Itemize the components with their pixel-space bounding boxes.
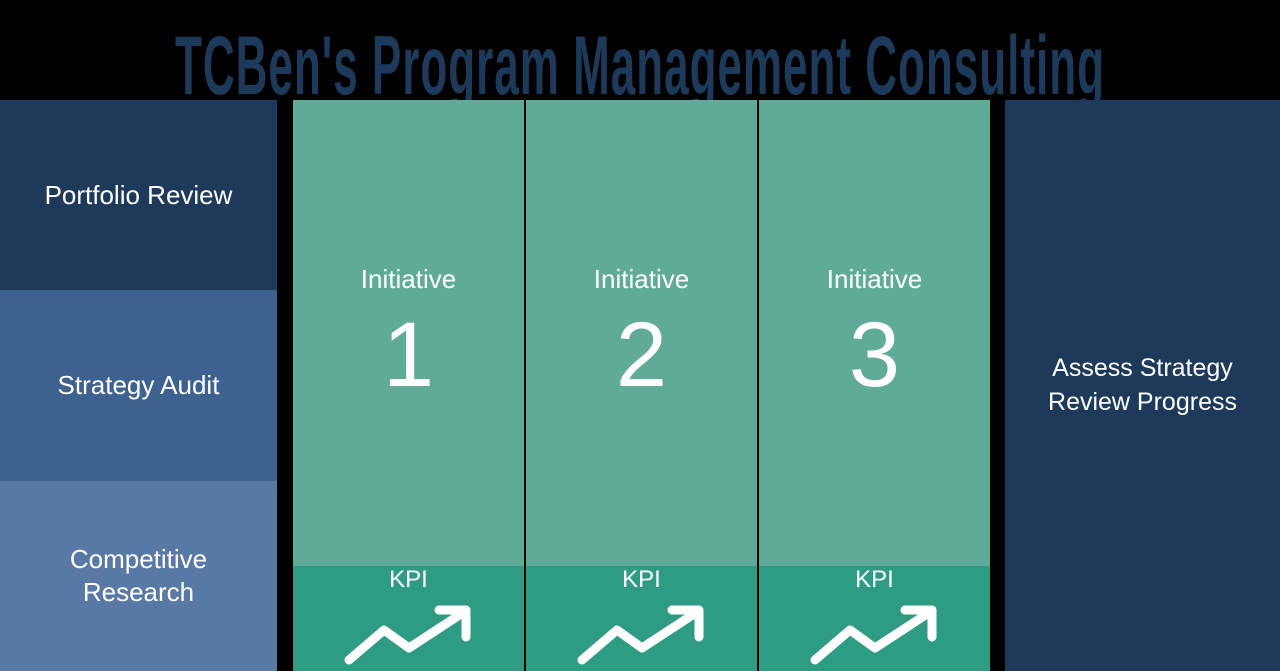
sidebar-item-competitive-research[interactable]: Competitive Research <box>0 481 277 671</box>
sidebar-item-strategy-audit[interactable]: Strategy Audit <box>0 290 277 480</box>
trend-up-icon-2 <box>572 600 712 670</box>
kpi-card-2[interactable]: KPI <box>526 566 757 671</box>
initiative-columns: Initiative 1 KPI Initiative 2 KPI <box>293 100 990 671</box>
initiative-column-2[interactable]: Initiative 2 KPI <box>524 100 757 671</box>
slide-canvas: TCBen's Program Management Consulting Po… <box>0 0 1280 671</box>
kpi-card-3[interactable]: KPI <box>759 566 990 671</box>
initiative-column-1[interactable]: Initiative 1 KPI <box>293 100 524 671</box>
sidebar: Portfolio Review Strategy Audit Competit… <box>0 100 277 671</box>
initiative-card-1[interactable]: Initiative 1 <box>293 100 524 566</box>
trend-up-icon-1 <box>339 600 479 670</box>
trend-up-icon-3 <box>805 600 945 670</box>
initiative-column-3[interactable]: Initiative 3 KPI <box>757 100 990 671</box>
initiative-card-2[interactable]: Initiative 2 <box>526 100 757 566</box>
initiative-card-3[interactable]: Initiative 3 <box>759 100 990 566</box>
assess-strategy-panel[interactable]: Assess Strategy Review Progress <box>1005 100 1280 671</box>
content-grid: Portfolio Review Strategy Audit Competit… <box>0 100 1280 671</box>
kpi-card-1[interactable]: KPI <box>293 566 524 671</box>
sidebar-item-portfolio-review[interactable]: Portfolio Review <box>0 100 277 290</box>
